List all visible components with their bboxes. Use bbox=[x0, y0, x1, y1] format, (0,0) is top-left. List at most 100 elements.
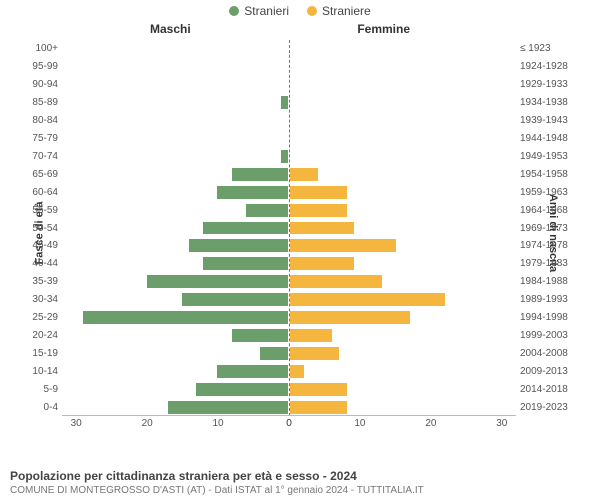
bar-container-male bbox=[62, 255, 289, 273]
bar-container-female bbox=[289, 291, 516, 309]
pyramid-row: 10-142009-2013 bbox=[62, 362, 516, 380]
x-axis-left: 30 20 10 0 bbox=[62, 418, 289, 434]
bar-container-female bbox=[289, 327, 516, 345]
pyramid-row: 80-841939-1943 bbox=[62, 112, 516, 130]
birth-label: 1969-1973 bbox=[520, 223, 594, 234]
bar-container-male bbox=[62, 273, 289, 291]
chart-area: Maschi Femmine Fasce di età Anni di nasc… bbox=[0, 18, 600, 448]
pyramid-row: 0-42019-2023 bbox=[62, 398, 516, 416]
bar-female bbox=[290, 329, 332, 342]
bar-female bbox=[290, 311, 410, 324]
bar-female bbox=[290, 239, 396, 252]
bar-container-female bbox=[289, 147, 516, 165]
bar-male bbox=[203, 222, 288, 235]
x-tick: 30 bbox=[71, 418, 82, 429]
bar-female bbox=[290, 204, 347, 217]
age-label: 35-39 bbox=[20, 276, 58, 287]
bar-container-female bbox=[289, 130, 516, 148]
pyramid-row: 60-641959-1963 bbox=[62, 183, 516, 201]
birth-label: 1974-1978 bbox=[520, 240, 594, 251]
age-label: 30-34 bbox=[20, 294, 58, 305]
bar-container-female bbox=[289, 237, 516, 255]
bar-male bbox=[217, 186, 288, 199]
bar-container-male bbox=[62, 76, 289, 94]
bar-container-female bbox=[289, 76, 516, 94]
bar-container-male bbox=[62, 344, 289, 362]
bar-container-female bbox=[289, 309, 516, 327]
age-label: 10-14 bbox=[20, 366, 58, 377]
birth-label: 1994-1998 bbox=[520, 312, 594, 323]
pyramid-row: 70-741949-1953 bbox=[62, 147, 516, 165]
pyramid-row: 90-941929-1933 bbox=[62, 76, 516, 94]
bar-male bbox=[189, 239, 288, 252]
bar-male bbox=[83, 311, 288, 324]
birth-label: 2004-2008 bbox=[520, 348, 594, 359]
bar-female bbox=[290, 347, 339, 360]
age-label: 75-79 bbox=[20, 133, 58, 144]
x-tick: 30 bbox=[496, 418, 507, 429]
x-axis: 30 20 10 0 0 10 20 30 bbox=[62, 418, 516, 434]
bar-container-male bbox=[62, 40, 289, 58]
bar-container-female bbox=[289, 201, 516, 219]
legend-item-female: Straniere bbox=[307, 4, 371, 18]
bar-male bbox=[196, 383, 288, 396]
bar-container-male bbox=[62, 130, 289, 148]
birth-label: 1964-1968 bbox=[520, 205, 594, 216]
bar-female bbox=[290, 365, 304, 378]
legend-label-female: Straniere bbox=[322, 4, 371, 18]
birth-label: ≤ 1923 bbox=[520, 43, 594, 54]
bar-container-female bbox=[289, 112, 516, 130]
pyramid-row: 40-441979-1983 bbox=[62, 255, 516, 273]
pyramid-row: 50-541969-1973 bbox=[62, 219, 516, 237]
age-label: 85-89 bbox=[20, 97, 58, 108]
bar-container-male bbox=[62, 362, 289, 380]
header-female: Femmine bbox=[357, 22, 410, 36]
age-label: 60-64 bbox=[20, 187, 58, 198]
bar-container-female bbox=[289, 219, 516, 237]
birth-label: 1999-2003 bbox=[520, 330, 594, 341]
age-label: 15-19 bbox=[20, 348, 58, 359]
bar-container-female bbox=[289, 398, 516, 416]
legend: Stranieri Straniere bbox=[0, 0, 600, 18]
legend-item-male: Stranieri bbox=[229, 4, 289, 18]
pyramid-row: 30-341989-1993 bbox=[62, 291, 516, 309]
pyramid-row: 45-491974-1978 bbox=[62, 237, 516, 255]
bar-container-male bbox=[62, 380, 289, 398]
x-tick: 20 bbox=[142, 418, 153, 429]
bar-container-female bbox=[289, 165, 516, 183]
bar-male bbox=[260, 347, 288, 360]
birth-label: 1954-1958 bbox=[520, 169, 594, 180]
birth-label: 1929-1933 bbox=[520, 79, 594, 90]
x-tick: 10 bbox=[213, 418, 224, 429]
pyramid-row: 75-791944-1948 bbox=[62, 130, 516, 148]
birth-label: 1959-1963 bbox=[520, 187, 594, 198]
bar-container-female bbox=[289, 273, 516, 291]
bar-container-male bbox=[62, 291, 289, 309]
bar-male bbox=[232, 168, 289, 181]
age-label: 70-74 bbox=[20, 151, 58, 162]
bar-container-female bbox=[289, 380, 516, 398]
birth-label: 1984-1988 bbox=[520, 276, 594, 287]
birth-label: 1934-1938 bbox=[520, 97, 594, 108]
bar-container-male bbox=[62, 94, 289, 112]
bar-female bbox=[290, 257, 354, 270]
bar-container-male bbox=[62, 237, 289, 255]
pyramid-row: 25-291994-1998 bbox=[62, 309, 516, 327]
bar-container-male bbox=[62, 58, 289, 76]
bar-male bbox=[281, 150, 288, 163]
birth-label: 1944-1948 bbox=[520, 133, 594, 144]
age-label: 5-9 bbox=[20, 384, 58, 395]
pyramid-rows: 100+≤ 192395-991924-192890-941929-193385… bbox=[62, 40, 516, 416]
bar-container-male bbox=[62, 147, 289, 165]
pyramid-row: 55-591964-1968 bbox=[62, 201, 516, 219]
x-axis-baseline bbox=[62, 415, 516, 416]
bar-container-female bbox=[289, 255, 516, 273]
pyramid-row: 20-241999-2003 bbox=[62, 327, 516, 345]
age-label: 100+ bbox=[20, 43, 58, 54]
header-male: Maschi bbox=[150, 22, 191, 36]
bar-container-male bbox=[62, 219, 289, 237]
chart-subtitle: COMUNE DI MONTEGROSSO D'ASTI (AT) - Dati… bbox=[10, 485, 590, 496]
x-tick: 0 bbox=[286, 418, 292, 429]
pyramid-row: 15-192004-2008 bbox=[62, 344, 516, 362]
bar-male bbox=[168, 401, 288, 414]
